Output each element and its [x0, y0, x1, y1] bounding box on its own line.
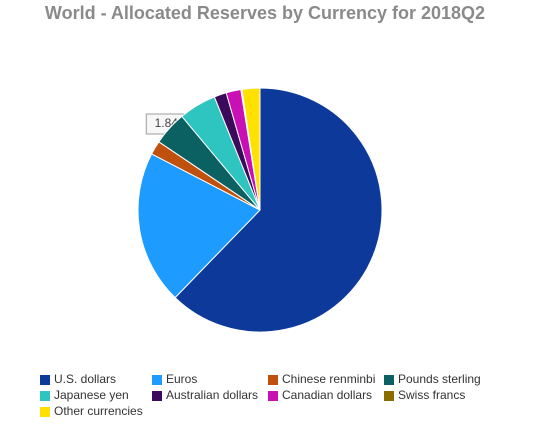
- legend-label: Euros: [166, 372, 197, 386]
- legend-swatch: [384, 391, 394, 401]
- pie-slice: [241, 87, 261, 211]
- legend-swatch: [152, 375, 162, 385]
- legend-swatch: [384, 375, 394, 385]
- legend-swatch: [40, 407, 50, 417]
- pie-slice: [174, 87, 383, 333]
- legend-label: U.S. dollars: [54, 372, 116, 386]
- legend-swatch: [40, 391, 50, 401]
- legend-label: Japanese yen: [54, 388, 129, 402]
- legend-swatch: [268, 375, 278, 385]
- legend-swatch: [152, 391, 162, 401]
- legend-label: Swiss francs: [398, 388, 465, 402]
- legend-swatch: [268, 391, 278, 401]
- legend-label: Other currencies: [54, 404, 143, 418]
- pie-slice: [137, 153, 261, 299]
- legend-label: Australian dollars: [166, 388, 258, 402]
- legend-label: Canadian dollars: [282, 388, 372, 402]
- legend-swatch: [40, 375, 50, 385]
- chart-title: World - Allocated Reserves by Currency f…: [45, 3, 485, 23]
- legend-label: Pounds sterling: [398, 372, 481, 386]
- legend-label: Chinese renminbi: [282, 372, 375, 386]
